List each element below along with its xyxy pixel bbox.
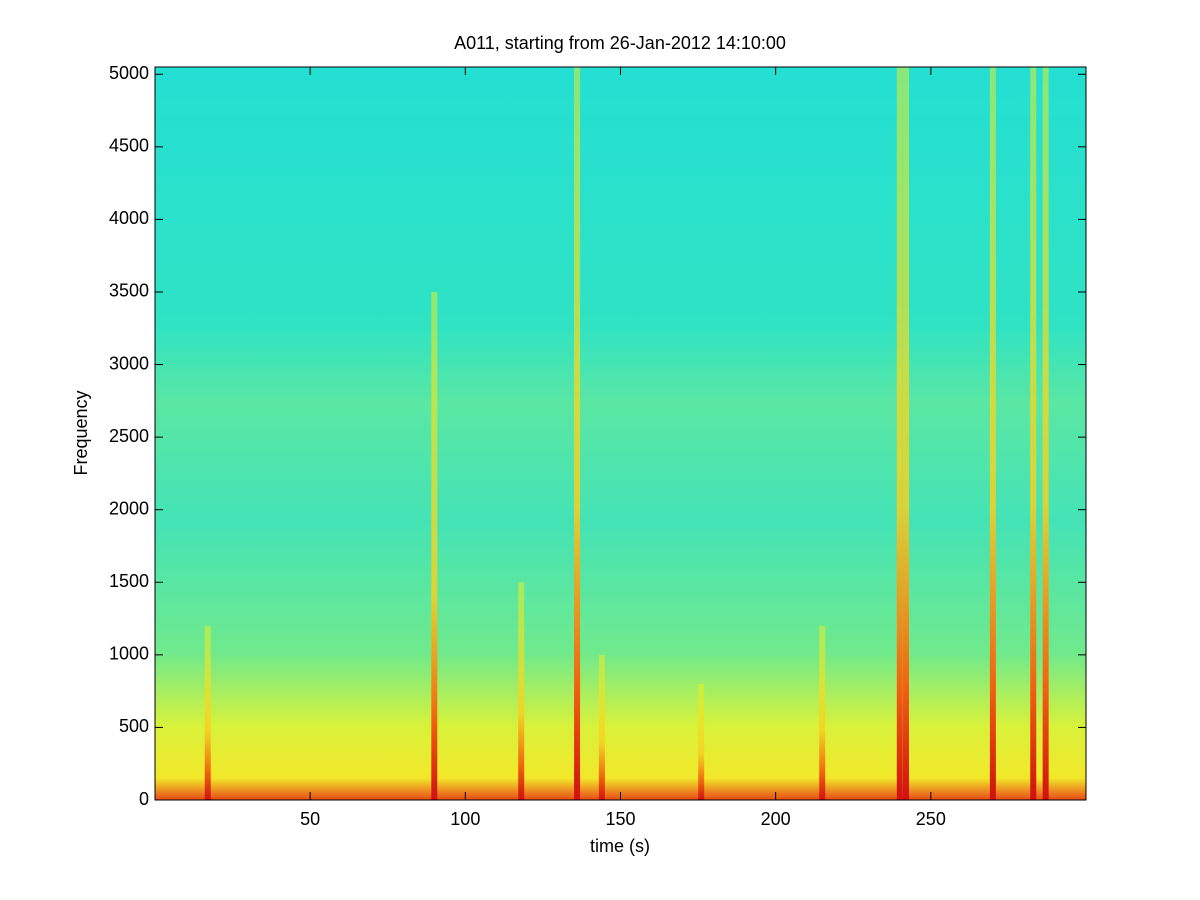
x-tick-label: 200 [761, 809, 791, 829]
burst [903, 67, 910, 800]
y-tick-label: 2500 [109, 426, 149, 446]
burst [1030, 67, 1037, 800]
y-tick-label: 0 [139, 789, 149, 809]
x-tick-label: 150 [605, 809, 635, 829]
x-axis-label: time (s) [590, 836, 650, 856]
y-tick-label: 2000 [109, 498, 149, 518]
y-axis-label: Frequency [71, 390, 91, 475]
burst [431, 291, 438, 800]
burst [204, 625, 211, 800]
plot-background [155, 67, 1086, 800]
burst [598, 654, 605, 800]
burst [1042, 67, 1049, 800]
y-tick-label: 3500 [109, 281, 149, 301]
y-tick-label: 1500 [109, 571, 149, 591]
x-tick-label: 250 [916, 809, 946, 829]
burst [896, 67, 903, 800]
chart-title: A011, starting from 26-Jan-2012 14:10:00 [454, 33, 786, 53]
y-tick-label: 3000 [109, 353, 149, 373]
burst [518, 582, 525, 800]
y-tick-label: 5000 [109, 63, 149, 83]
y-tick-label: 4500 [109, 136, 149, 156]
y-tick-label: 500 [119, 716, 149, 736]
y-tick-label: 1000 [109, 644, 149, 664]
burst [989, 67, 996, 800]
x-tick-label: 50 [300, 809, 320, 829]
burst [574, 67, 581, 800]
burst [698, 683, 705, 800]
burst [819, 625, 826, 800]
y-tick-label: 4000 [109, 208, 149, 228]
x-tick-label: 100 [450, 809, 480, 829]
